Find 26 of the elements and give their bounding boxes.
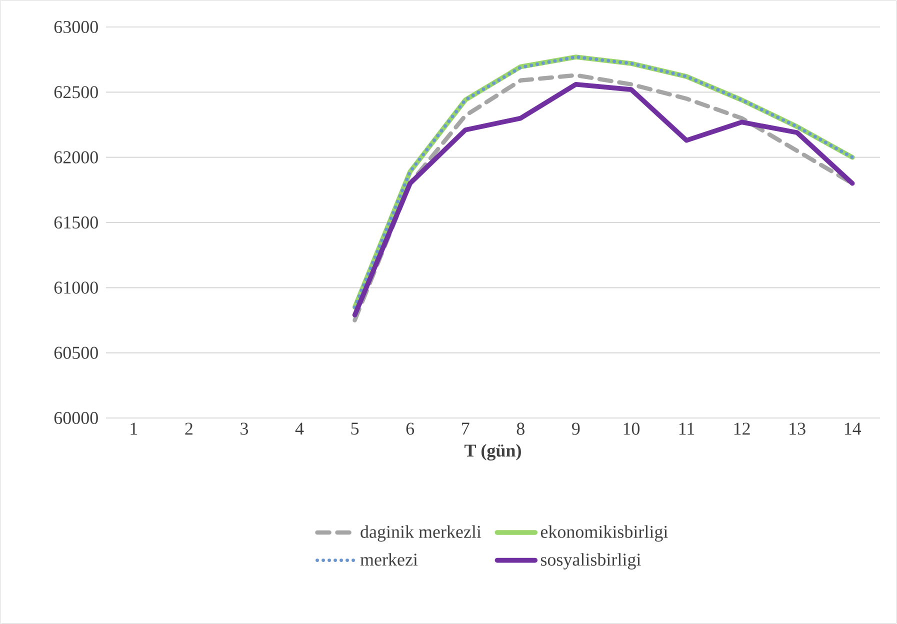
y-tick-label: 61500 [54, 216, 98, 229]
y-tick-label: 62000 [54, 151, 98, 164]
x-tick-label: 5 [351, 422, 359, 435]
x-tick-label: 9 [572, 422, 580, 435]
y-tick-label: 62500 [54, 86, 98, 98]
x-tick-label: 6 [406, 422, 414, 435]
x-tick-label: 7 [462, 422, 470, 434]
x-tick-label: 11 [679, 422, 694, 435]
x-tick-label: 12 [734, 422, 750, 435]
y-tick-label: 60500 [54, 346, 98, 359]
y-tick-label: 60000 [54, 412, 98, 424]
legend-label: merkezi [360, 553, 418, 566]
x-tick-label: 3 [240, 422, 248, 435]
x-tick-label: 8 [516, 422, 524, 435]
legend-label: sosyalisbirligi [540, 553, 641, 570]
legend-label: daginik merkezli [360, 525, 482, 542]
x-tick-label: 1 [130, 422, 138, 435]
legend-label: ekonomikisbirligi [540, 525, 668, 542]
x-tick-label: 4 [295, 422, 304, 435]
x-tick-label: 2 [185, 422, 192, 435]
y-tick-label: 63000 [54, 20, 98, 34]
x-tick-label: 10 [624, 422, 640, 435]
x-tick-label: 13 [790, 422, 806, 435]
x-axis-title: T (gün) [464, 444, 521, 460]
y-tick-label: 61000 [54, 282, 98, 294]
x-tick-label: 14 [844, 422, 862, 435]
